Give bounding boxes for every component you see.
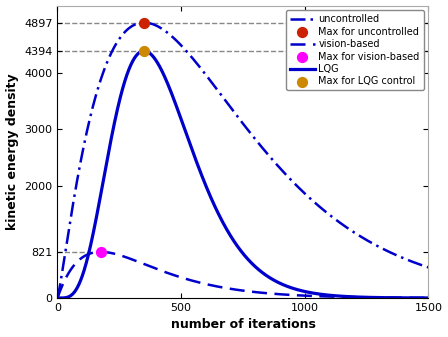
Y-axis label: kinetic energy density: kinetic energy density [5,73,18,230]
Max for uncontrolled [141,20,148,25]
uncontrolled [197,64,202,68]
uncontrolled [277,166,283,170]
Line: vision-based: vision-based [57,252,428,298]
vision-based [426,296,431,300]
X-axis label: number of iterations: number of iterations [171,318,315,332]
LQG [332,294,337,298]
vision-based [360,295,365,299]
uncontrolled [332,217,337,221]
uncontrolled [426,265,431,269]
LQG [197,167,202,171]
LQG [277,281,283,285]
vision-based [197,280,202,284]
Legend: uncontrolled, Max for uncontrolled, vision-based, Max for vision-based, LQG, Max: uncontrolled, Max for uncontrolled, visi… [286,10,423,90]
LQG [296,288,302,292]
vision-based [332,295,337,299]
vision-based [296,293,302,297]
LQG [141,49,146,53]
LQG [426,296,431,300]
vision-based [55,296,60,300]
Line: uncontrolled: uncontrolled [57,23,428,298]
vision-based [98,250,103,254]
vision-based [122,255,128,259]
LQG [122,79,128,83]
LQG [55,296,60,300]
vision-based [277,292,283,296]
Max for vision-based [97,249,104,254]
LQG [360,295,365,299]
uncontrolled [296,186,302,190]
uncontrolled [360,236,365,240]
Max for LQG control [141,48,148,54]
uncontrolled [55,296,60,300]
Line: LQG: LQG [57,51,428,298]
uncontrolled [141,21,146,25]
uncontrolled [122,30,128,34]
